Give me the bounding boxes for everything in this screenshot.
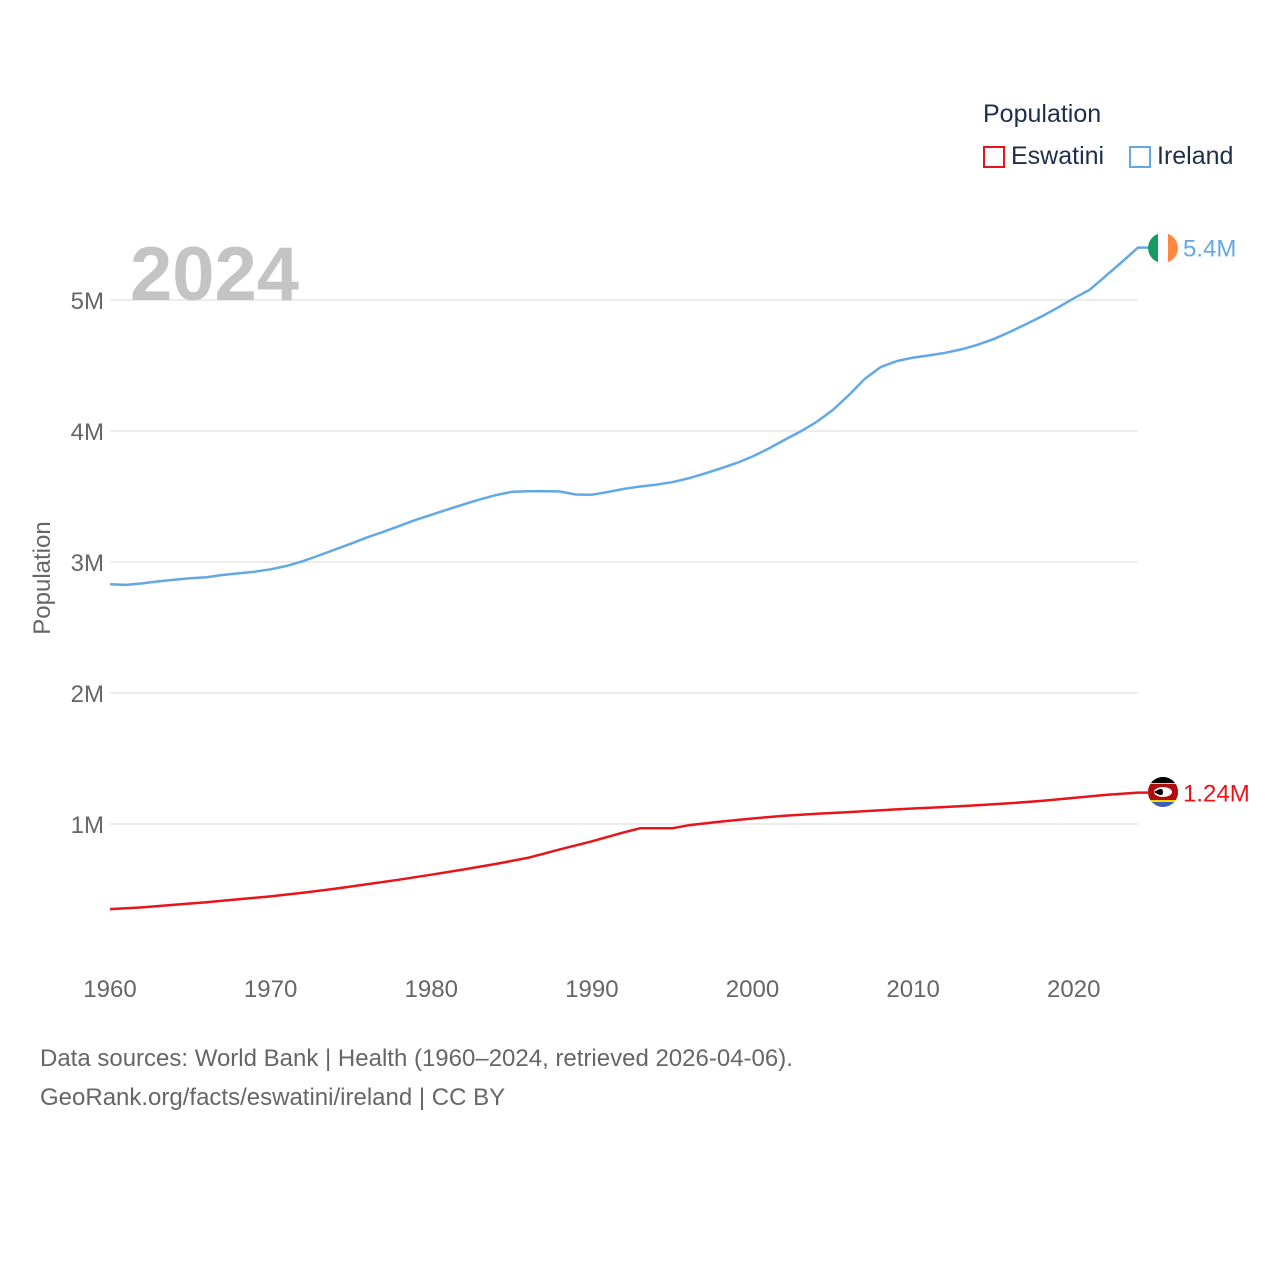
x-axis-ticks: 1960 1970 1980 1990 2000 2010 2020 bbox=[83, 976, 1100, 1003]
legend-swatch-eswatini bbox=[983, 145, 1005, 168]
grid-lines bbox=[110, 299, 1138, 825]
x-tick-label: 1980 bbox=[405, 976, 458, 1003]
year-watermark: 2024 bbox=[130, 232, 299, 317]
x-tick-label: 1990 bbox=[565, 976, 618, 1003]
legend-label-ireland: Ireland bbox=[1157, 142, 1234, 170]
legend-label-eswatini: Eswatini bbox=[1011, 142, 1105, 170]
end-label-ireland: 5.4M bbox=[1183, 236, 1236, 263]
ireland-flag-icon bbox=[1148, 233, 1178, 263]
x-tick-label: 2010 bbox=[886, 976, 939, 1003]
source-url[interactable]: GeoRank.org/facts/eswatini/ireland | CC … bbox=[40, 1084, 506, 1111]
series-end-markers bbox=[1148, 233, 1178, 807]
y-tick-label: 5M bbox=[71, 288, 104, 315]
series-end-labels: 5.4M 1.24M bbox=[1183, 236, 1250, 808]
x-tick-label: 2020 bbox=[1047, 976, 1100, 1003]
eswatini-flag-icon bbox=[1148, 777, 1178, 807]
end-label-eswatini: 1.24M bbox=[1183, 781, 1250, 808]
x-tick-label: 2000 bbox=[726, 976, 779, 1003]
y-axis-ticks: 1M 2M 3M 4M 5M bbox=[71, 288, 104, 839]
legend-title: Population bbox=[983, 100, 1102, 128]
legend-item-ireland[interactable]: Ireland bbox=[1129, 142, 1233, 171]
data-source-note: Data sources: World Bank | Health (1960–… bbox=[40, 1045, 793, 1072]
series-line-eswatini[interactable] bbox=[109, 791, 1148, 911]
legend-item-eswatini[interactable]: Eswatini bbox=[983, 142, 1104, 171]
y-tick-label: 4M bbox=[71, 419, 104, 446]
y-tick-label: 3M bbox=[71, 550, 104, 577]
x-tick-label: 1970 bbox=[244, 976, 297, 1003]
legend-swatch-ireland bbox=[1129, 145, 1151, 168]
x-tick-label: 1960 bbox=[83, 976, 136, 1003]
y-axis-label: Population bbox=[29, 521, 56, 634]
series-line-ireland[interactable] bbox=[109, 246, 1148, 587]
series-lines bbox=[109, 246, 1148, 911]
y-tick-label: 1M bbox=[71, 812, 104, 839]
y-tick-label: 2M bbox=[71, 681, 104, 708]
